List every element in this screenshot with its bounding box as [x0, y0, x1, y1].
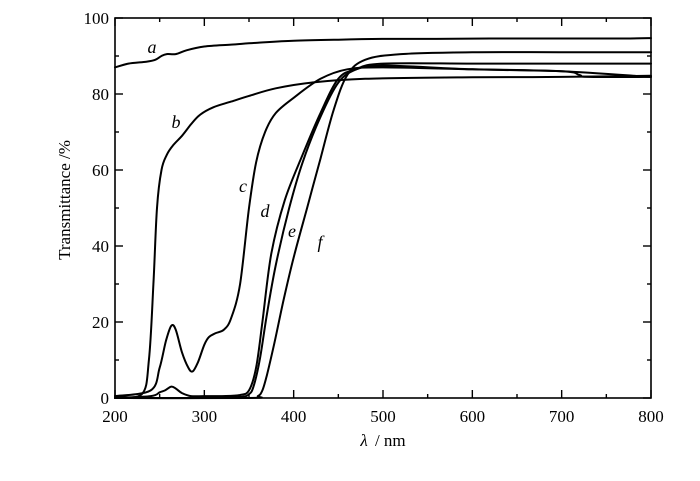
y-tick-label: 0 — [101, 389, 110, 408]
series-layer — [114, 37, 652, 400]
series-label-f: f — [317, 232, 325, 252]
series-label-a: a — [148, 37, 157, 57]
x-tick-label: 700 — [549, 407, 575, 426]
y-axis-title: Transmittance /% — [55, 140, 74, 260]
series-line-f — [114, 51, 652, 400]
series-label-b: b — [172, 112, 181, 132]
plot-frame — [114, 17, 652, 399]
x-tick-label: 500 — [370, 407, 396, 426]
series-line-b — [114, 74, 652, 399]
y-tick-label: 20 — [92, 313, 109, 332]
y-tick-label: 100 — [84, 9, 110, 28]
series-label-c: c — [239, 176, 247, 196]
x-tick-label: 200 — [102, 407, 128, 426]
series-line-a — [114, 37, 652, 69]
series-line-c — [114, 66, 652, 398]
x-axis-unit: / nm — [375, 431, 406, 450]
x-tick-label: 800 — [638, 407, 664, 426]
axes-layer: 200 300 400 500 600 700 800 0 20 40 60 80 100 — [84, 9, 664, 426]
y-tick-label: 80 — [92, 85, 109, 104]
series-line-d — [114, 64, 652, 399]
x-tick-label: 400 — [281, 407, 307, 426]
x-axis-symbol: λ — [359, 431, 367, 450]
series-line-e — [114, 62, 652, 400]
series-label-layer: a b cde f — [148, 37, 326, 252]
x-tick-label: 300 — [192, 407, 218, 426]
series-label-e: e — [288, 221, 296, 241]
x-tick-label: 600 — [460, 407, 486, 426]
x-axis-title: λ / nm — [359, 431, 405, 450]
y-tick-label: 40 — [92, 237, 109, 256]
y-tick-label: 60 — [92, 161, 109, 180]
series-label-d: d — [261, 201, 271, 221]
